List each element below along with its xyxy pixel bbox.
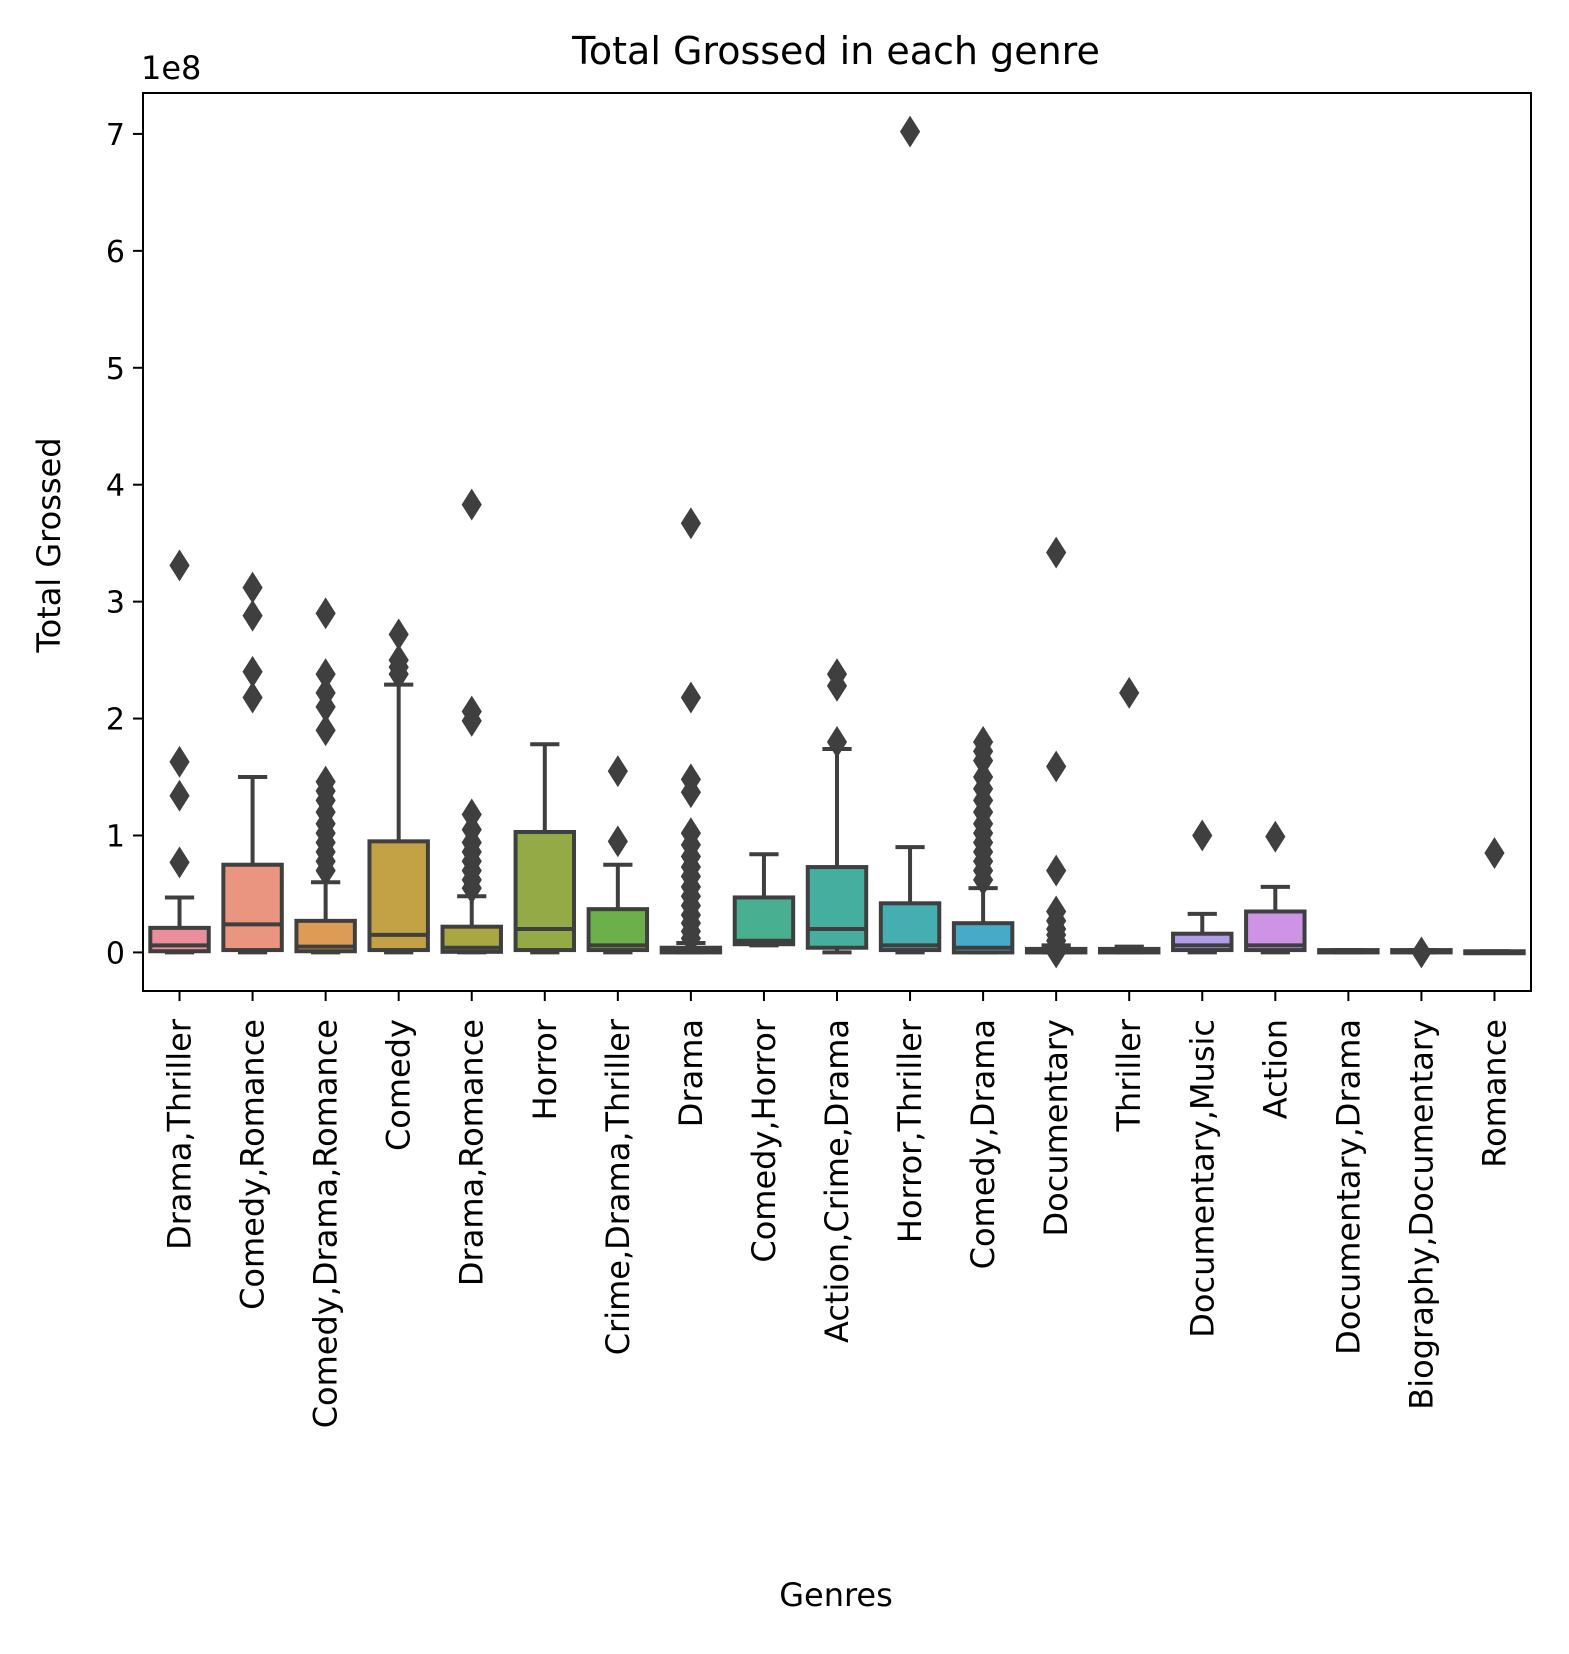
x-tick-label: Horror,Thriller xyxy=(891,1018,929,1243)
x-tick-label: Action xyxy=(1256,1019,1294,1119)
outlier-point xyxy=(169,846,190,879)
outlier-point xyxy=(242,571,263,604)
outlier-point xyxy=(1411,936,1432,969)
x-tick-label: Documentary,Music xyxy=(1183,1019,1221,1338)
x-axis-label: Genres xyxy=(779,1576,893,1614)
x-tick-label: Drama,Romance xyxy=(453,1019,491,1286)
y-tick-label: 3 xyxy=(106,586,125,621)
plot-frame xyxy=(142,92,1532,992)
x-tick-label: Comedy,Romance xyxy=(234,1019,272,1310)
outlier-point xyxy=(169,549,190,582)
y-tick-label: 1 xyxy=(106,819,125,854)
outlier-point xyxy=(826,658,848,691)
box-body xyxy=(805,865,869,950)
outlier-point xyxy=(899,115,921,148)
outlier-point xyxy=(461,695,482,728)
box-body xyxy=(148,925,211,954)
outlier-point xyxy=(169,779,190,812)
x-tick-label: Drama xyxy=(672,1019,710,1127)
x-tick-label: Crime,Drama,Thriller xyxy=(599,1018,637,1355)
outlier-point xyxy=(607,755,628,788)
x-tick-label: Drama,Thriller xyxy=(161,1018,199,1250)
outlier-point xyxy=(1046,895,1067,928)
y-tick-label: 2 xyxy=(106,703,125,738)
x-tick-label: Horror xyxy=(526,1018,564,1120)
outlier-point xyxy=(242,599,263,632)
x-tick-label: Thriller xyxy=(1110,1018,1148,1132)
y-tick-label: 7 xyxy=(106,118,125,153)
outlier-point xyxy=(315,597,336,630)
x-tick-label: Comedy,Horror xyxy=(745,1018,783,1262)
y-tick-label: 4 xyxy=(106,469,125,504)
outlier-point xyxy=(1265,820,1286,853)
box-body xyxy=(513,829,577,953)
x-tick-label: Comedy xyxy=(380,1019,418,1151)
outlier-point xyxy=(1119,676,1140,709)
x-tick-label: Biography,Documentary xyxy=(1402,1019,1440,1410)
y-axis-label: Total Grossed xyxy=(30,437,68,653)
outlier-point xyxy=(315,714,336,747)
box-body xyxy=(367,839,430,953)
y-tick-label: 0 xyxy=(106,936,125,971)
x-tick-label: Comedy,Drama,Romance xyxy=(307,1019,345,1428)
y-tick-label: 6 xyxy=(106,235,125,270)
plot-area: 0 1 2 3 4 5 6 7 Drama,Thriller Comedy,Romance Come… xyxy=(106,115,1526,1428)
outlier-point xyxy=(388,644,409,677)
outlier-point xyxy=(1046,750,1067,783)
outlier-point xyxy=(1192,819,1213,852)
box-body xyxy=(878,901,942,953)
outlier-point xyxy=(1046,536,1067,569)
x-tick-label: Comedy,Drama xyxy=(964,1019,1002,1269)
outlier-point xyxy=(461,488,482,521)
x-tick-label: Romance xyxy=(1475,1019,1513,1168)
outlier-point xyxy=(973,761,994,793)
outlier-point xyxy=(826,726,848,758)
box-body xyxy=(732,895,796,947)
box-body xyxy=(1171,931,1234,953)
outlier-point xyxy=(973,726,994,758)
x-tick-label: Documentary,Drama xyxy=(1329,1019,1367,1355)
outlier-point xyxy=(315,765,336,798)
outlier-point xyxy=(680,681,701,714)
outlier-point xyxy=(680,817,701,850)
outlier-point xyxy=(242,655,263,688)
outlier-point xyxy=(680,763,701,796)
outlier-point xyxy=(607,825,628,858)
y-tick-label: 5 xyxy=(106,352,125,387)
outlier-point xyxy=(388,618,409,651)
box-body xyxy=(586,907,650,953)
chart-title: Total Grossed in each genre xyxy=(571,29,1100,73)
outlier-point xyxy=(680,507,701,540)
outlier-point xyxy=(461,798,482,831)
outlier-point xyxy=(169,745,190,778)
x-tick-label: Documentary xyxy=(1037,1019,1075,1236)
outlier-point xyxy=(1046,854,1067,887)
y-offset-label: 1e8 xyxy=(141,49,201,87)
box-body xyxy=(221,862,284,953)
outlier-point xyxy=(1484,837,1505,869)
outlier-point xyxy=(315,658,336,691)
outlier-point xyxy=(315,676,336,709)
outlier-point xyxy=(242,681,263,714)
x-tick-label: Action,Crime,Drama xyxy=(818,1019,856,1343)
